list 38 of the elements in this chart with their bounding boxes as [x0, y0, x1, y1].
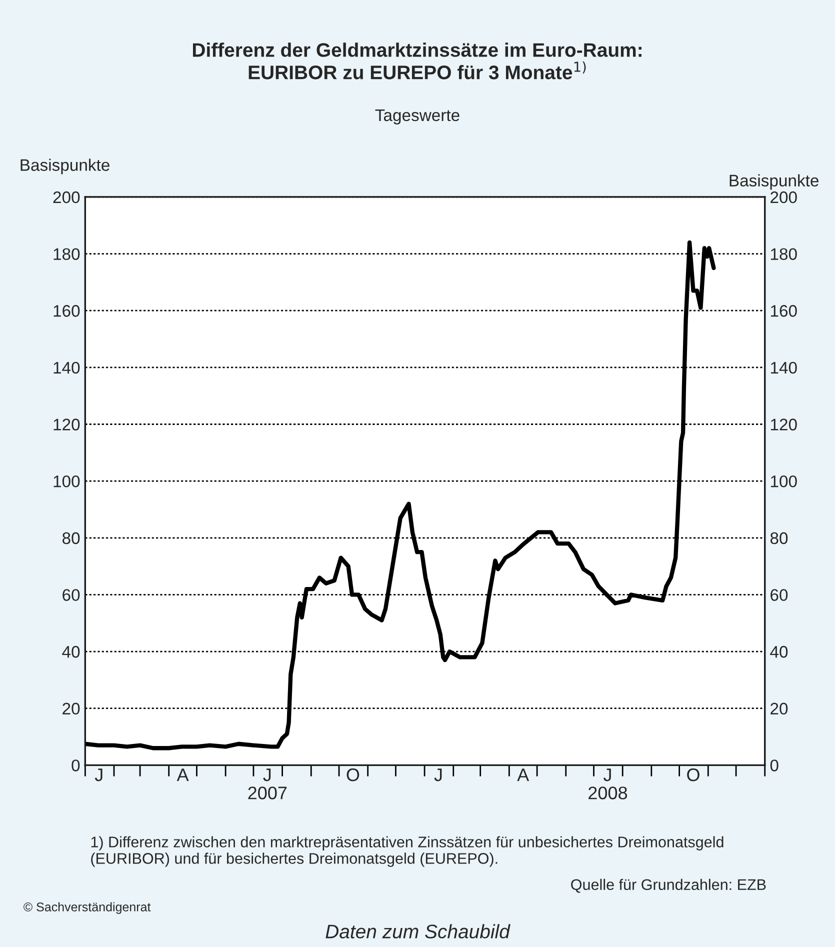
y-tick-label: 20 — [62, 702, 80, 715]
x-tick-label: J 2007 — [248, 768, 287, 800]
y-tick-label: 40 — [62, 646, 80, 658]
y2-tick-label: 140 — [770, 362, 797, 374]
y-tick-label: 180 — [54, 248, 80, 260]
x-tick-label: O — [346, 768, 360, 782]
y2-tick-label: 80 — [770, 532, 788, 544]
y-tick-label: 60 — [62, 589, 80, 601]
x-tick-label: J — [94, 768, 102, 782]
source-note: Quelle für Grundzahlen: EZB — [571, 878, 766, 893]
y-tick-label: 100 — [54, 475, 80, 488]
x-tick-label: J 2008 — [588, 768, 628, 800]
y2-tick-label: 0 — [770, 760, 778, 772]
text: Daten zum Schaubild — [326, 924, 510, 938]
y2-tick-label: 180 — [770, 248, 797, 260]
y-tick-label: 200 — [53, 191, 80, 204]
text: 1) Differenz zwischen den marktrepräsentativen Zinssätzen für unbesichertes Dreimonatsgeld (EURIBOR) und für besichertes Dreimonatsgeld (EUREPO). — [91, 836, 724, 867]
y2-tick-label: 40 — [770, 646, 788, 658]
y-tick-label: 0 — [72, 760, 80, 772]
y2-axis-title: Basispunkte — [730, 174, 818, 190]
y2-tick-label: 60 — [770, 589, 788, 601]
y-tick-label: 160 — [54, 305, 80, 317]
x-tick-label: A — [517, 768, 530, 782]
y-tick-label: 120 — [54, 418, 80, 430]
y-axis-title: Basispunkte — [20, 158, 110, 174]
y2-tick-label: 160 — [770, 305, 797, 317]
text: © Sachverständigenrat — [24, 902, 151, 914]
y2-tick-label: 120 — [770, 418, 797, 430]
x-tick-label: J — [434, 768, 442, 782]
y-tick-label: 80 — [62, 532, 80, 544]
y2-tick-label: 200 — [770, 191, 797, 204]
y-tick-label: 140 — [54, 362, 80, 374]
y2-tick-label: 20 — [770, 702, 788, 715]
x-tick-label: O — [687, 768, 700, 782]
chart-title: Differenz der Geldmarktzinssätze im Euro-Raum: EURIBOR zu EUREPO für 3 Monate$^{1)}$ — [192, 42, 642, 80]
x-tick-label: A — [176, 768, 189, 782]
y2-tick-label: 100 — [770, 475, 797, 488]
chart-subtitle: Tageswerte — [375, 110, 460, 124]
